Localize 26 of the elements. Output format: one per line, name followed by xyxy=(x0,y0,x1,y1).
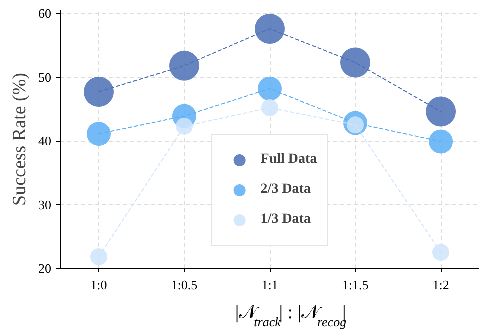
y-tick-label: 30 xyxy=(38,197,52,212)
point xyxy=(432,244,450,262)
point xyxy=(84,77,114,108)
legend-label: 1/3 Data xyxy=(260,212,311,228)
legend-label: Full Data xyxy=(260,152,318,168)
legend-label: 2/3 Data xyxy=(260,182,311,198)
y-tick-label: 50 xyxy=(38,70,52,85)
point xyxy=(176,118,193,135)
point xyxy=(258,76,282,101)
y-tick-label: 20 xyxy=(38,261,52,276)
point xyxy=(255,14,285,44)
x-tick-label: 1:1 xyxy=(262,278,278,292)
point xyxy=(426,96,456,127)
point xyxy=(169,50,200,81)
x-tick-label: 1:2 xyxy=(432,278,450,292)
y-tick-label: 40 xyxy=(38,134,52,149)
point xyxy=(90,248,108,266)
point xyxy=(340,48,371,78)
point xyxy=(86,122,111,146)
x-tick-label: 1:0 xyxy=(90,278,108,292)
point xyxy=(262,99,278,116)
x-tick-label: 1:0.5 xyxy=(171,278,198,292)
point xyxy=(429,130,454,154)
y-tick-label: 60 xyxy=(38,6,52,22)
y-axis-title: Success Rate (%) xyxy=(10,73,30,206)
x-tick-label: 1:1.5 xyxy=(342,278,369,292)
